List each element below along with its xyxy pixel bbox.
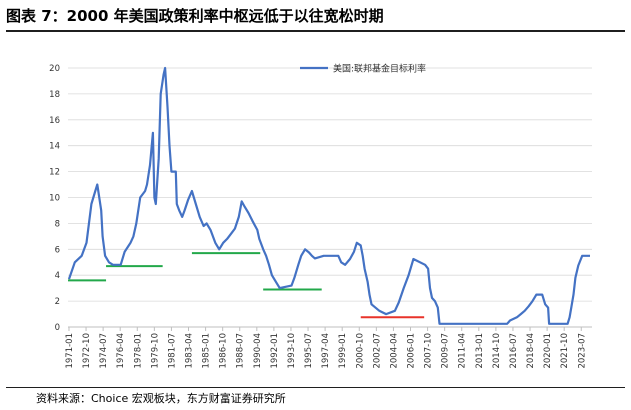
x-tick-label: 1981-07 [167,333,177,369]
y-tick-label: 4 [55,271,60,281]
x-tick-label: 1974-07 [99,333,109,369]
y-tick-label: 14 [49,142,60,152]
x-tick-label: 2007-10 [424,333,434,369]
y-tick-label: 12 [49,168,60,178]
x-tick-label: 1995-07 [304,333,314,369]
x-tick-label: 1985-01 [202,333,212,369]
x-tick-label: 1986-10 [219,333,229,369]
x-tick-label: 1993-10 [287,333,297,369]
y-tick-label: 20 [49,64,60,74]
x-tick-label: 1972-10 [82,333,92,369]
x-tick-label: 2011-04 [458,333,468,369]
x-tick-label: 2020-01 [543,333,553,369]
x-tick-label: 2002-07 [372,333,382,369]
legend: 美国:联邦基金目标利率 [300,63,426,75]
y-tick-label: 6 [55,245,60,255]
x-tick-label: 1997-04 [321,333,331,369]
y-tick-label: 8 [55,219,60,229]
x-tick-label: 2006-01 [407,333,417,369]
series-line [67,66,590,325]
reference-segments [68,252,425,319]
x-tick-label: 1983-04 [185,333,195,369]
x-tick-label: 1979-10 [150,333,160,369]
bottom-rule [6,387,625,388]
legend-label: 美国:联邦基金目标利率 [333,63,426,75]
x-tick-label: 2009-07 [441,333,451,369]
y-tick-label: 10 [49,194,60,204]
x-tick-label: 1988-07 [236,333,246,369]
x-tick-label: 1990-04 [253,333,263,369]
source-note: 资料来源：Choice 宏观板块，东方财富证券研究所 [36,392,286,405]
y-tick-label: 18 [49,90,60,100]
x-tick-label: 2021-10 [560,333,570,369]
x-tick-label: 1978-01 [133,333,143,369]
x-tick-label: 2018-04 [526,333,536,369]
title-rule [6,30,625,32]
x-tick-label: 1999-01 [338,333,348,369]
x-tick-label: 2016-07 [509,333,519,369]
x-tick-label: 2023-07 [577,333,587,369]
x-tick-label: 2000-10 [355,333,365,369]
figure-title: 图表 7：2000 年美国政策利率中枢远低于以往宽松时期 [6,7,384,25]
y-tick-label: 16 [49,116,60,126]
series-lines [67,66,590,325]
x-tick-label: 1976-04 [116,333,126,369]
y-tick-label: 2 [55,297,60,307]
y-axis-ticks: 0 2 4 6 8 10 12 14 16 18 20 [49,64,60,333]
y-tick-label: 0 [55,323,60,333]
x-tick-label: 1992-01 [270,333,280,369]
x-tick-label: 2013-01 [475,333,485,369]
x-tick-label: 2004-04 [389,333,399,369]
x-tick-label: 1971-01 [65,333,75,369]
x-axis: 1971-01 1972-10 1974-07 1976-04 1978-01 1979-… [65,326,592,369]
x-tick-label: 2014-10 [492,333,502,369]
